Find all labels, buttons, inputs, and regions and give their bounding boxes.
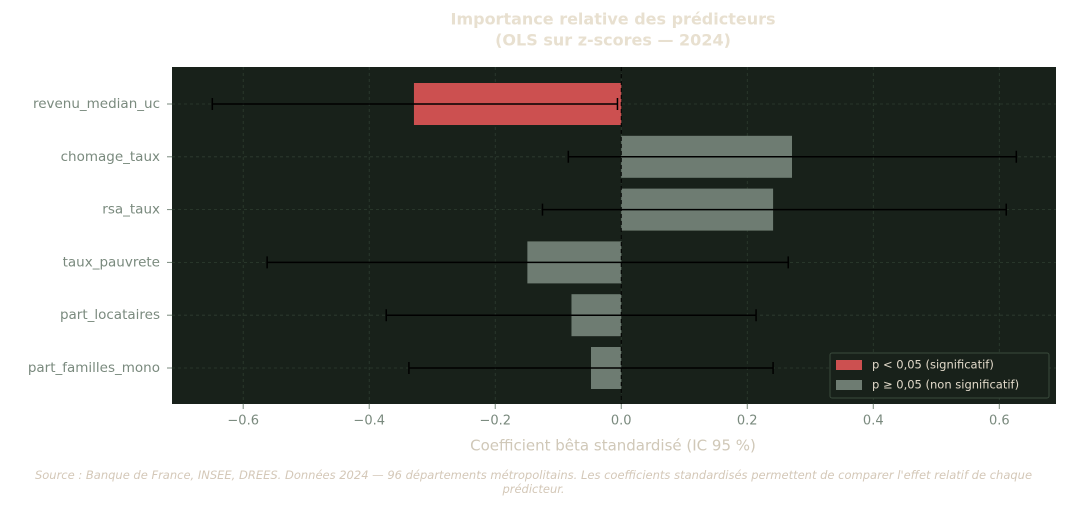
y-tick-label: chomage_taux — [61, 149, 160, 165]
y-tick-label: rsa_taux — [102, 202, 160, 218]
error-bar — [408, 362, 774, 374]
x-tick-label: 0.4 — [863, 414, 884, 429]
chart-subtitle: (OLS sur z-scores — 2024) — [495, 31, 731, 50]
x-tick-label: 0.0 — [611, 414, 632, 429]
x-tick-label: −0.2 — [479, 414, 511, 429]
x-tick-label: −0.4 — [353, 414, 385, 429]
legend-swatch — [836, 380, 862, 390]
chart-title: Importance relative des prédicteurs — [450, 10, 775, 29]
legend-swatch — [836, 360, 862, 370]
x-tick-label: 0.2 — [737, 414, 758, 429]
x-axis-label: Coefficient bêta standardisé (IC 95 %) — [470, 437, 756, 455]
error-bar — [385, 309, 757, 322]
y-tick-label: part_familles_mono — [28, 360, 160, 376]
y-tick-label: taux_pauvrete — [63, 254, 160, 270]
legend-label: p < 0,05 (significatif) — [872, 358, 994, 372]
chart: Importance relative des prédicteurs (OLS… — [28, 10, 1056, 455]
y-tick-label: revenu_median_uc — [33, 96, 160, 112]
source-note: Source : Banque de France, INSEE, DREES.… — [34, 468, 1033, 496]
x-tick-label: 0.6 — [989, 414, 1010, 429]
x-tick-label: −0.6 — [227, 414, 259, 429]
legend-box — [829, 352, 1050, 399]
y-tick-label: part_locataires — [60, 307, 160, 323]
error-bar — [266, 256, 789, 269]
error-bar — [567, 150, 1018, 163]
legend-label: p ≥ 0,05 (non significatif) — [872, 378, 1019, 392]
error-bar — [541, 203, 1007, 216]
error-bar — [211, 98, 619, 110]
